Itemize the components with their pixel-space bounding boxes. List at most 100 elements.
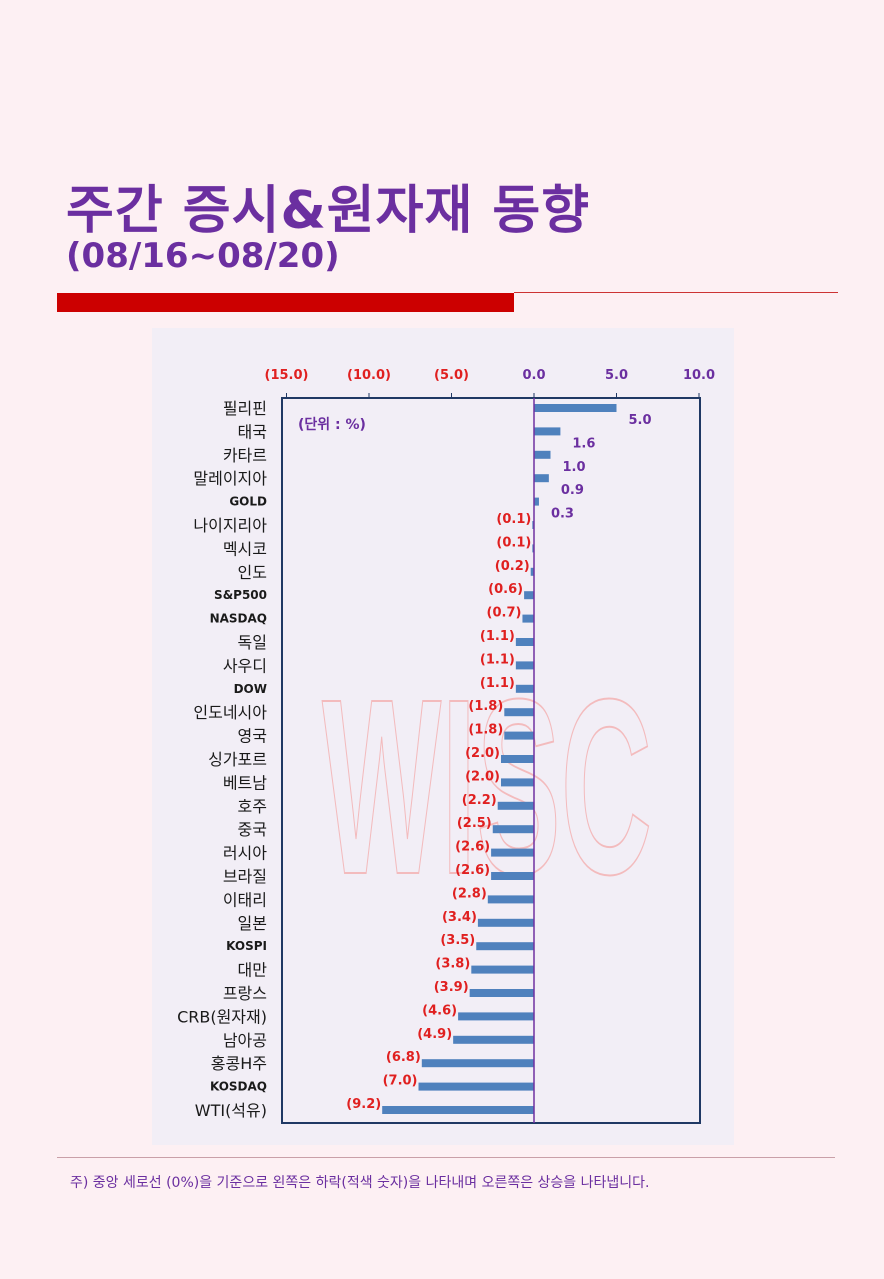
value-label: (3.8)	[435, 957, 470, 972]
value-label: (0.1)	[496, 535, 531, 550]
category-label: 인도	[238, 563, 267, 582]
category-label: 영국	[238, 727, 267, 746]
value-label: (2.6)	[455, 863, 490, 878]
bar	[382, 1106, 534, 1114]
value-label: 5.0	[629, 413, 652, 428]
category-label: 베트남	[223, 773, 267, 792]
category-label: KOSDAQ	[210, 1080, 267, 1094]
category-label: WTI(석유)	[195, 1101, 267, 1120]
bar	[501, 755, 534, 763]
category-label: 이태리	[223, 890, 267, 909]
footer-divider	[57, 1157, 835, 1158]
footer-note: 주) 중앙 세로선 (0%)을 기준으로 왼쪽은 하락(적색 숫자)을 나타내며…	[70, 1175, 650, 1191]
bar	[534, 474, 549, 483]
bar	[534, 404, 617, 412]
category-label: DOW	[234, 682, 267, 696]
category-label: 대만	[238, 961, 268, 980]
bar	[515, 684, 534, 693]
x-tick-label: 10.0	[683, 368, 715, 383]
bar	[530, 567, 534, 576]
category-label: 카타르	[223, 446, 267, 465]
unit-label: (단위 : %)	[298, 416, 366, 433]
bar	[532, 521, 534, 529]
value-label: (2.8)	[452, 886, 487, 901]
category-label: 프랑스	[223, 984, 267, 1003]
category-label: 중국	[238, 820, 267, 839]
category-label: 멕시코	[223, 539, 267, 558]
bar	[501, 778, 534, 787]
date-range: (08/16~08/20)	[66, 236, 340, 276]
bar	[515, 638, 534, 646]
bar	[515, 661, 534, 670]
bar	[471, 965, 534, 974]
bar	[522, 614, 534, 623]
value-label: (7.0)	[383, 1074, 418, 1089]
value-label: (3.5)	[440, 933, 475, 948]
bar	[497, 801, 534, 810]
value-label: (0.1)	[496, 512, 531, 527]
plot-frame	[281, 397, 701, 1124]
x-tick-label: 0.0	[522, 368, 545, 383]
category-label: CRB(원자재)	[177, 1007, 267, 1026]
value-label: (3.9)	[434, 980, 469, 995]
category-label: 러시아	[223, 844, 267, 863]
bar	[453, 1035, 534, 1044]
page-title: 주간 증시&원자재 동향	[66, 181, 591, 241]
category-label: 나이지리아	[193, 516, 267, 535]
category-label: 독일	[238, 633, 267, 652]
bar	[492, 825, 534, 834]
chart-panel: WISC (15.0) (10.0) (5.0) 0.0 5.0 10.0 (단위 : %) 필…	[152, 328, 734, 1145]
value-label: (6.8)	[386, 1050, 421, 1065]
value-label: (2.2)	[462, 793, 497, 808]
bar	[487, 895, 534, 904]
category-label: 일본	[238, 914, 267, 933]
category-label: 사우디	[223, 656, 267, 675]
category-label: S&P500	[214, 588, 267, 602]
accent-line	[514, 292, 838, 293]
value-label: 1.6	[572, 436, 595, 451]
value-label: (4.6)	[422, 1003, 457, 1018]
value-label: (4.9)	[417, 1027, 452, 1042]
category-label: GOLD	[229, 495, 267, 509]
bar-chart: WISC (15.0) (10.0) (5.0) 0.0 5.0 10.0 (단위 : %) 필…	[177, 368, 715, 1124]
value-label: (9.2)	[346, 1097, 381, 1112]
bar	[491, 848, 534, 857]
bar	[504, 731, 534, 740]
value-label: (0.7)	[487, 606, 522, 621]
bar	[524, 591, 534, 600]
category-label: 말레이지아	[193, 469, 267, 488]
value-label: (1.8)	[468, 723, 503, 738]
category-label: 인도네시아	[193, 703, 267, 722]
value-label: 0.3	[551, 507, 574, 522]
value-label: (0.6)	[488, 582, 523, 597]
x-tick-label: 5.0	[605, 368, 628, 383]
bar	[469, 989, 534, 997]
bar	[534, 497, 539, 506]
bar	[491, 872, 534, 880]
value-label: (1.1)	[480, 652, 515, 667]
category-label: NASDAQ	[210, 612, 267, 626]
value-label: (2.0)	[465, 769, 500, 784]
x-tick-label: (10.0)	[347, 368, 391, 383]
value-label: 0.9	[561, 483, 584, 498]
bar	[476, 942, 534, 951]
value-label: (0.2)	[495, 559, 530, 574]
bar	[534, 427, 561, 436]
value-label: (2.0)	[465, 746, 500, 761]
bar	[418, 1082, 534, 1091]
value-label: (2.6)	[455, 840, 490, 855]
value-label: (1.1)	[480, 676, 515, 691]
watermark-text: WISC	[322, 647, 652, 926]
value-label: 1.0	[563, 460, 586, 475]
accent-bar	[57, 293, 514, 312]
category-label: 호주	[238, 797, 267, 816]
value-label: (2.5)	[457, 816, 492, 831]
x-tick-label: (5.0)	[434, 368, 469, 383]
category-label: 홍콩H주	[211, 1054, 267, 1073]
category-label: 싱가포르	[208, 750, 267, 769]
category-label: KOSPI	[226, 939, 267, 953]
value-label: (3.4)	[442, 910, 477, 925]
bar	[458, 1012, 534, 1021]
category-label: 필리핀	[223, 399, 267, 418]
category-label: 태국	[238, 422, 267, 441]
